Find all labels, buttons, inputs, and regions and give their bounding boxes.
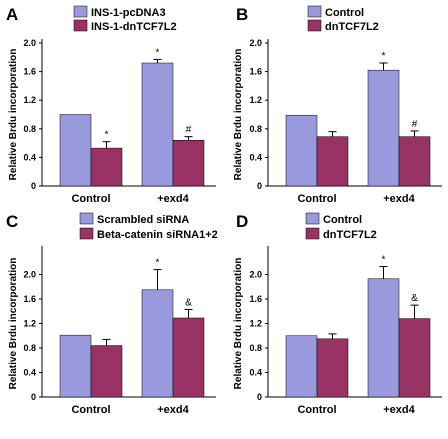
panel-d-letter: D xyxy=(236,212,248,231)
panel-a-legend-label: INS-1-pcDNA3 xyxy=(91,7,166,19)
panel-d-bar-2-control xyxy=(316,338,349,398)
panel-a-category-label: +exd4 xyxy=(157,193,189,205)
panel-c-bar-2-control xyxy=(90,345,123,398)
panel-c-legend-label: Scrambled siRNA xyxy=(97,214,189,226)
panel-a-legend-swatch xyxy=(73,19,88,32)
panel-a-legend-swatch xyxy=(73,5,88,18)
panel-a-significance-mark: # xyxy=(186,125,192,136)
panel-b-letter: B xyxy=(236,5,248,24)
panel-a-bar-1-control xyxy=(59,114,92,187)
panel-a-bar-2-exd4 xyxy=(172,139,205,187)
panel-b-significance-mark: * xyxy=(382,51,386,62)
panel-a-significance-mark: * xyxy=(105,130,109,141)
panel-a-bar-1-exd4 xyxy=(141,62,174,187)
panel-d-bar-2-exd4 xyxy=(398,318,431,398)
panel-a-y-tick-label: 1.6 xyxy=(23,67,36,77)
panel-b-y-tick-label: 1.2 xyxy=(249,95,262,105)
panel-a-letter: A xyxy=(6,5,18,24)
panel-a-y-axis-label: Relative Brdu incorporation xyxy=(8,49,19,181)
panel-b-legend-swatch xyxy=(307,5,322,18)
panel-d-y-tick-label: 0 xyxy=(257,392,262,402)
panel-b-y-tick-label: 1.6 xyxy=(249,67,262,77)
panel-d-category-label: Control xyxy=(297,404,336,416)
panel-a-y-tick-label: 2.0 xyxy=(23,38,36,48)
panel-d: D Relative Brdu incorporation 0 0.4 0.8 1.2 1.… xyxy=(233,212,442,416)
panel-c: C Relative Brdu incorporation 0 0.4 0.8 1.2 1.… xyxy=(6,212,218,416)
panel-b: B Relative Brdu incorporation 0 0.4 0.8 1.2 1.… xyxy=(233,5,442,205)
panel-c-y-tick-label: 0 xyxy=(31,392,36,402)
panel-d-y-axis-label: Relative Brdu incorporation xyxy=(233,258,244,390)
panel-a-y-tick-label: 0.4 xyxy=(23,152,36,162)
panel-b-bar-1-control xyxy=(285,114,318,187)
panel-a-y-tick-label: 0 xyxy=(31,181,36,191)
panel-d-legend-swatch xyxy=(305,227,320,240)
panel-a-y-tick-label: 0.8 xyxy=(23,124,36,134)
panel-d-bar-1-exd4 xyxy=(367,278,400,398)
panel-a-bar-2-control xyxy=(90,147,123,187)
panel-b-bar-2-control xyxy=(316,136,349,187)
panel-d-y-tick-label: 1.2 xyxy=(249,319,262,329)
panel-c-legend-label: Beta-catenin siRNA1+2 xyxy=(97,229,218,241)
panel-b-y-tick-label: 0.4 xyxy=(249,152,262,162)
panel-c-legend-swatch xyxy=(79,227,94,240)
panel-d-y-tick-label: 0.4 xyxy=(249,368,262,378)
panel-d-y-tick-label: 2.0 xyxy=(249,270,262,280)
panel-d-bar-1-control xyxy=(285,335,318,398)
panel-d-legend-label: Control xyxy=(323,214,362,226)
panel-c-letter: C xyxy=(6,212,18,231)
panel-c-bar-2-exd4 xyxy=(172,317,205,398)
panel-b-bar-1-exd4 xyxy=(367,69,400,187)
panel-a-category-label: Control xyxy=(71,193,110,205)
panel-c-significance-mark: & xyxy=(185,297,192,308)
panel-d-y-tick-label: 0.8 xyxy=(249,343,262,353)
panel-c-y-tick-label: 2.0 xyxy=(23,270,36,280)
panel-b-category-label: Control xyxy=(297,193,336,205)
panel-c-bar-1-control xyxy=(59,334,92,398)
panel-a-legend-label: INS-1-dnTCF7L2 xyxy=(91,21,177,33)
panel-c-bar-1-exd4 xyxy=(141,289,174,398)
panel-d-significance-mark: * xyxy=(382,255,386,266)
panel-c-y-axis-label: Relative Brdu incorporation xyxy=(8,258,19,390)
panel-d-legend-label: dnTCF7L2 xyxy=(323,229,377,241)
panel-a-significance-mark: * xyxy=(156,47,160,58)
panel-b-legend-label: dnTCF7L2 xyxy=(325,21,379,33)
panel-c-category-label: +exd4 xyxy=(157,404,189,416)
panel-d-significance-mark: & xyxy=(411,293,418,304)
panel-c-y-tick-label: 1.2 xyxy=(23,319,36,329)
panel-c-y-tick-label: 0.8 xyxy=(23,343,36,353)
panel-b-significance-mark: # xyxy=(412,119,418,130)
panel-b-y-tick-label: 0 xyxy=(257,181,262,191)
panel-b-category-label: +exd4 xyxy=(383,193,415,205)
panel-c-category-label: Control xyxy=(71,404,110,416)
panel-d-legend-swatch xyxy=(305,212,320,225)
panel-b-y-axis-label: Relative Brdu incorporation xyxy=(233,49,244,181)
panel-b-bar-2-exd4 xyxy=(398,136,431,187)
panel-a: A Relative Brdu incorporation 0 0.4 0.8 1.2 1.… xyxy=(6,5,216,205)
panel-d-category-label: +exd4 xyxy=(383,404,415,416)
panel-b-legend-label: Control xyxy=(325,7,364,19)
panel-b-y-tick-label: 0.8 xyxy=(249,124,262,134)
panel-b-legend-swatch xyxy=(307,19,322,32)
panel-c-y-tick-label: 1.6 xyxy=(23,294,36,304)
panel-b-y-tick-label: 2.0 xyxy=(249,38,262,48)
panel-c-y-tick-label: 0.4 xyxy=(23,368,36,378)
panel-a-y-tick-label: 1.2 xyxy=(23,95,36,105)
panel-c-significance-mark: * xyxy=(156,258,160,269)
panel-c-legend-swatch xyxy=(79,212,94,225)
panel-d-y-tick-label: 1.6 xyxy=(249,294,262,304)
